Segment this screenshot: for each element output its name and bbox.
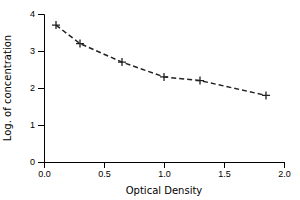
tick: 1 — [30, 120, 44, 130]
tick-mark — [224, 162, 225, 168]
tick-label: 2 — [30, 83, 35, 93]
tick: 3 — [30, 46, 44, 56]
tick-mark — [38, 14, 44, 15]
tick-mark — [38, 125, 44, 126]
tick-label: 0.5 — [98, 169, 111, 179]
tick-label: 2.0 — [278, 169, 291, 179]
tick: 2.0 — [278, 162, 291, 179]
tick-label: 1.0 — [158, 169, 171, 179]
y-axis: 0 1 2 3 4 — [30, 9, 45, 167]
point — [196, 77, 204, 85]
point — [76, 40, 84, 48]
tick-mark — [284, 162, 285, 168]
tick: 0 — [30, 157, 44, 167]
tick-label: 1 — [30, 120, 35, 130]
tick-label: 0.0 — [38, 169, 51, 179]
tick: 2 — [30, 83, 44, 93]
tick: 0.0 — [38, 162, 51, 179]
point — [262, 91, 270, 99]
point — [52, 21, 60, 29]
tick-label: 0 — [30, 157, 35, 167]
line — [56, 25, 266, 95]
point — [118, 58, 126, 66]
axis-line — [45, 163, 285, 169]
tick-mark — [164, 162, 165, 168]
plot-area: 0.0 0.5 1.0 1.5 2.0 0 1 2 3 4 — [30, 9, 291, 179]
tick-label: 3 — [30, 46, 35, 56]
tick: 0.5 — [98, 162, 111, 179]
axis-line — [38, 15, 45, 163]
series — [52, 21, 270, 99]
chart-container: 0.0 0.5 1.0 1.5 2.0 0 1 2 3 4 Optical Density Log. … — [0, 0, 300, 200]
y-axis-label: Log. of concentration — [2, 35, 13, 141]
tick-label: 1.5 — [218, 169, 231, 179]
x-axis-label: Optical Density — [126, 185, 203, 196]
tick: 1.5 — [218, 162, 231, 179]
tick: 1.0 — [158, 162, 171, 179]
tick-mark — [104, 162, 105, 168]
x-axis: 0.0 0.5 1.0 1.5 2.0 — [38, 162, 291, 179]
tick: 4 — [30, 9, 44, 19]
tick-label: 4 — [30, 9, 35, 19]
tick-mark — [38, 88, 44, 89]
tick-mark — [38, 51, 44, 52]
chart-svg: 0.0 0.5 1.0 1.5 2.0 0 1 2 3 4 Optical Density Log. … — [0, 0, 300, 200]
point — [160, 73, 168, 81]
tick-mark — [38, 162, 44, 163]
